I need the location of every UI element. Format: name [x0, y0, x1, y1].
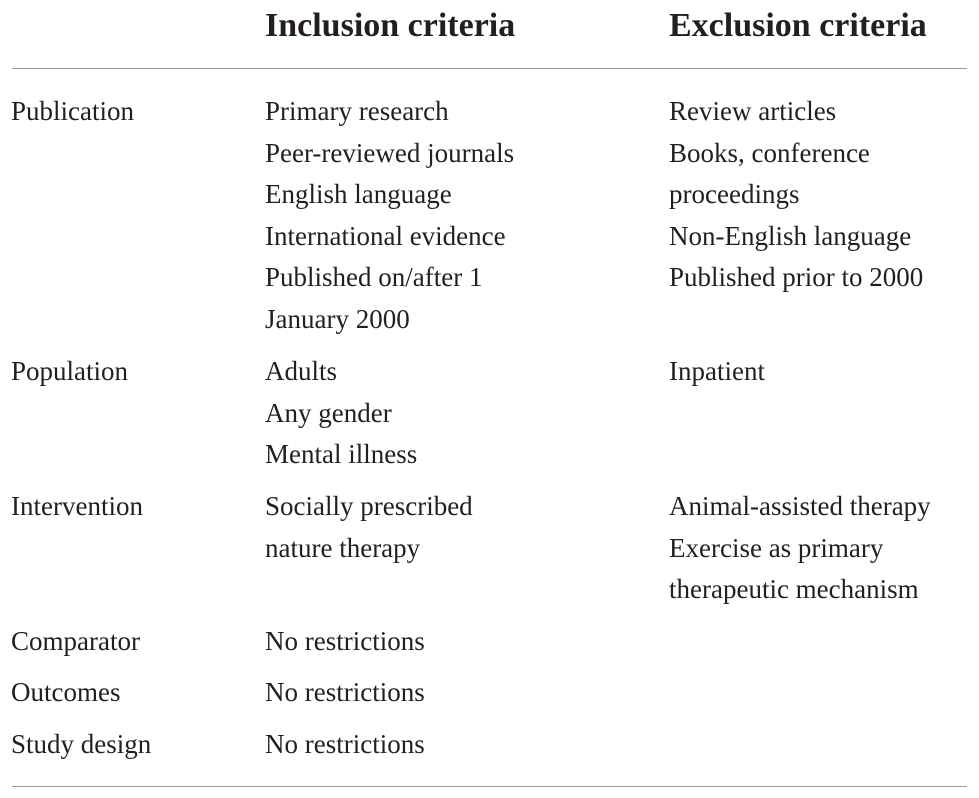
exclusion-item: Books, conference	[669, 137, 870, 168]
exclusion-cell: Animal-assisted therapy Exercise as prim…	[669, 486, 931, 611]
exclusion-item: therapeutic mechanism	[669, 574, 919, 604]
inclusion-item: International evidence	[265, 220, 506, 251]
inclusion-item: Socially prescribed	[265, 491, 473, 521]
inclusion-item: Peer-reviewed journals	[265, 137, 515, 168]
table-bottom-rule	[12, 786, 967, 787]
row-label: Publication	[11, 96, 134, 126]
inclusion-item: No restrictions	[265, 729, 425, 759]
exclusion-cell: Inpatient	[669, 351, 765, 393]
exclusion-item: Exercise as primary	[669, 532, 884, 563]
table-header: Inclusion criteria Exclusion criteria	[0, 4, 979, 50]
exclusion-item: Inpatient	[669, 356, 765, 386]
inclusion-item: No restrictions	[265, 677, 425, 707]
inclusion-cell: No restrictions	[265, 724, 425, 766]
row-label: Population	[11, 356, 129, 386]
inclusion-cell: No restrictions	[265, 672, 425, 714]
inclusion-item: Primary research	[265, 96, 449, 126]
inclusion-cell: Socially prescribed nature therapy	[265, 486, 473, 569]
inclusion-cell: Primary research Peer-reviewed journals …	[265, 91, 514, 340]
inclusion-item: nature therapy	[265, 532, 421, 563]
inclusion-cell: No restrictions	[265, 621, 425, 663]
header-exclusion-criteria: Exclusion criteria	[669, 7, 927, 44]
exclusion-item: Published prior to 2000	[669, 262, 924, 292]
exclusion-item: Animal-assisted therapy	[669, 491, 931, 521]
row-label: Outcomes	[11, 677, 121, 707]
exclusion-item: proceedings	[669, 179, 800, 209]
row-label: Comparator	[11, 626, 140, 656]
inclusion-cell: Adults Any gender Mental illness	[265, 351, 417, 476]
inclusion-item: English language	[265, 179, 452, 209]
row-label: Study design	[11, 729, 152, 759]
inclusion-item: No restrictions	[265, 626, 425, 656]
exclusion-cell: Review articles Books, conference procee…	[669, 91, 923, 299]
exclusion-item: Non-English language	[669, 220, 912, 251]
inclusion-item: Published on/after 1	[265, 262, 483, 292]
inclusion-item: Mental illness	[265, 439, 418, 469]
inclusion-item: Adults	[265, 356, 338, 386]
inclusion-item: January 2000	[265, 303, 410, 334]
table-top-rule	[12, 68, 967, 69]
inclusion-item: Any gender	[265, 397, 392, 428]
header-inclusion-criteria: Inclusion criteria	[265, 7, 516, 44]
row-label: Intervention	[11, 491, 143, 521]
exclusion-item: Review articles	[669, 96, 837, 126]
